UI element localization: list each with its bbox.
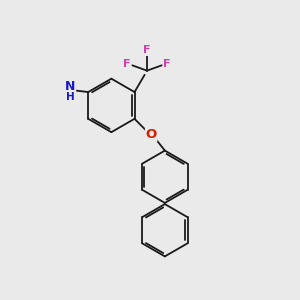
Text: H: H bbox=[66, 92, 75, 101]
Text: O: O bbox=[146, 128, 157, 141]
Text: N: N bbox=[65, 80, 76, 94]
Text: F: F bbox=[123, 59, 131, 69]
Text: F: F bbox=[143, 45, 151, 56]
Text: F: F bbox=[163, 59, 171, 69]
